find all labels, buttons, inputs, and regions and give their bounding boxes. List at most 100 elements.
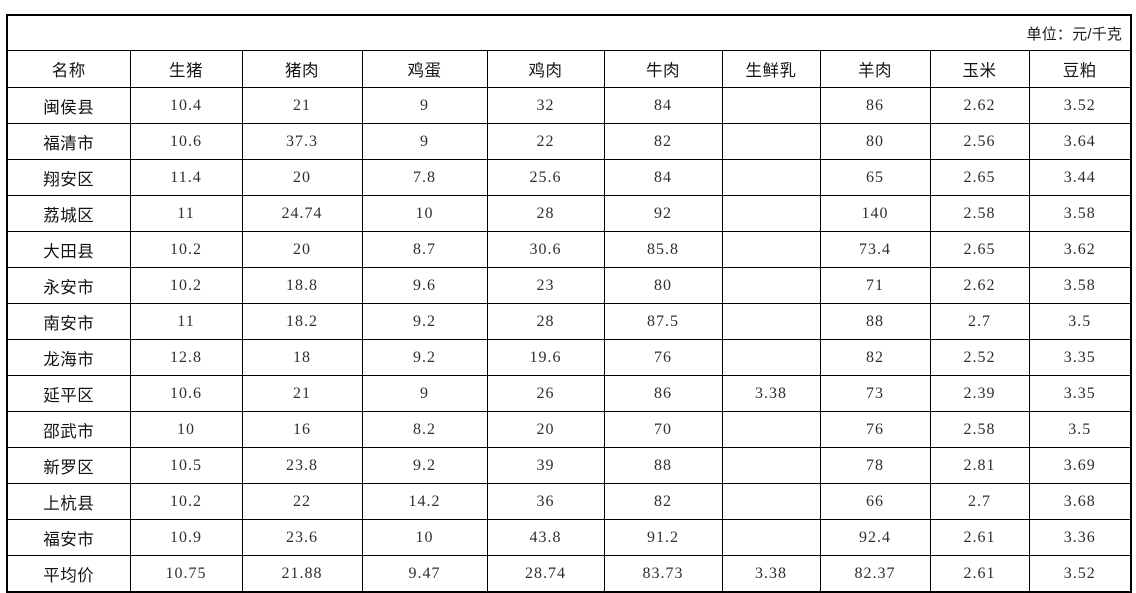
cell-value: 10.75 (129, 555, 243, 593)
row-name: 永安市 (6, 267, 131, 304)
cell-value: 16 (241, 411, 363, 448)
cell-value: 12.8 (129, 339, 243, 376)
cell-value: 85.8 (603, 231, 723, 268)
table-row: 福清市 10.6 37.3 9 22 82 80 2.56 3.64 (6, 123, 1133, 160)
cell-value: 37.3 (241, 123, 363, 160)
cell-value: 3.62 (1028, 231, 1133, 268)
cell-value: 70 (603, 411, 723, 448)
cell-value: 19.6 (486, 339, 605, 376)
table-row: 延平区 10.6 21 9 26 86 3.38 73 2.39 3.35 (6, 375, 1133, 412)
cell-value: 2.61 (929, 519, 1030, 556)
cell-value (721, 519, 821, 556)
column-header-9: 豆粕 (1028, 50, 1133, 88)
cell-value (721, 267, 821, 304)
row-name: 翔安区 (6, 159, 131, 196)
livestock-price-table: 单位：元/千克 名称 生猪 猪肉 鸡蛋 鸡肉 牛肉 生鲜乳 羊肉 玉米 豆粕 闽侯县 10.4 21 9 3… (5, 14, 1133, 593)
row-name: 福安市 (6, 519, 131, 556)
cell-value: 2.52 (929, 339, 1030, 376)
cell-value: 83.73 (603, 555, 723, 593)
table-row: 新罗区 10.5 23.8 9.2 39 88 78 2.81 3.69 (6, 447, 1133, 484)
cell-value: 28 (486, 303, 605, 340)
price-table-page: 单位：元/千克 名称 生猪 猪肉 鸡蛋 鸡肉 牛肉 生鲜乳 羊肉 玉米 豆粕 闽侯县 10.4 21 9 3… (5, 14, 1133, 593)
column-header-6: 生鲜乳 (721, 50, 821, 88)
table-row: 龙海市 12.8 18 9.2 19.6 76 82 2.52 3.35 (6, 339, 1133, 376)
table-header-row: 名称 生猪 猪肉 鸡蛋 鸡肉 牛肉 生鲜乳 羊肉 玉米 豆粕 (6, 50, 1133, 88)
cell-value: 82 (603, 483, 723, 520)
row-name: 平均价 (6, 555, 131, 593)
cell-value: 28.74 (486, 555, 605, 593)
cell-value: 10.4 (129, 87, 243, 124)
cell-value: 10.6 (129, 375, 243, 412)
column-header-name: 名称 (6, 50, 131, 88)
row-name: 大田县 (6, 231, 131, 268)
cell-value: 2.61 (929, 555, 1030, 593)
cell-value: 24.74 (241, 195, 363, 232)
cell-value (721, 159, 821, 196)
cell-value: 8.2 (361, 411, 488, 448)
cell-value: 23.6 (241, 519, 363, 556)
cell-value: 78 (819, 447, 931, 484)
table-row: 荔城区 11 24.74 10 28 92 140 2.58 3.58 (6, 195, 1133, 232)
cell-value: 65 (819, 159, 931, 196)
cell-value: 80 (819, 123, 931, 160)
cell-value: 9 (361, 123, 488, 160)
cell-value: 22 (486, 123, 605, 160)
column-header-3: 鸡蛋 (361, 50, 488, 88)
row-name: 闽侯县 (6, 87, 131, 124)
cell-value: 2.62 (929, 267, 1030, 304)
row-name: 荔城区 (6, 195, 131, 232)
cell-value: 82 (819, 339, 931, 376)
cell-value: 82 (603, 123, 723, 160)
cell-value: 23 (486, 267, 605, 304)
table-row-average: 平均价 10.75 21.88 9.47 28.74 83.73 3.38 82.37 2.61… (6, 555, 1133, 593)
cell-value: 39 (486, 447, 605, 484)
cell-value: 2.58 (929, 195, 1030, 232)
cell-value: 2.62 (929, 87, 1030, 124)
cell-value: 9.2 (361, 303, 488, 340)
cell-value: 9.2 (361, 447, 488, 484)
cell-value: 84 (603, 159, 723, 196)
cell-value: 3.69 (1028, 447, 1133, 484)
cell-value: 18 (241, 339, 363, 376)
cell-value: 10 (361, 519, 488, 556)
cell-value: 91.2 (603, 519, 723, 556)
table-row: 南安市 11 18.2 9.2 28 87.5 88 2.7 3.5 (6, 303, 1133, 340)
table-row: 邵武市 10 16 8.2 20 70 76 2.58 3.5 (6, 411, 1133, 448)
cell-value: 2.56 (929, 123, 1030, 160)
cell-value: 30.6 (486, 231, 605, 268)
cell-value: 21 (241, 375, 363, 412)
cell-value: 20 (241, 231, 363, 268)
cell-value (721, 339, 821, 376)
cell-value: 3.58 (1028, 195, 1133, 232)
column-header-7: 羊肉 (819, 50, 931, 88)
row-name: 南安市 (6, 303, 131, 340)
cell-value: 3.52 (1028, 87, 1133, 124)
cell-value: 3.52 (1028, 555, 1133, 593)
cell-value: 73.4 (819, 231, 931, 268)
cell-value: 9.2 (361, 339, 488, 376)
cell-value: 8.7 (361, 231, 488, 268)
row-name: 邵武市 (6, 411, 131, 448)
table-body: 单位：元/千克 名称 生猪 猪肉 鸡蛋 鸡肉 牛肉 生鲜乳 羊肉 玉米 豆粕 闽侯县 10.4 21 9 3… (5, 14, 1133, 593)
cell-value: 23.8 (241, 447, 363, 484)
cell-value: 86 (603, 375, 723, 412)
cell-value: 84 (603, 87, 723, 124)
row-name: 上杭县 (6, 483, 131, 520)
cell-value: 36 (486, 483, 605, 520)
cell-value (721, 303, 821, 340)
cell-value: 3.36 (1028, 519, 1133, 556)
cell-value: 3.64 (1028, 123, 1133, 160)
cell-value: 80 (603, 267, 723, 304)
table-row: 永安市 10.2 18.8 9.6 23 80 71 2.62 3.58 (6, 267, 1133, 304)
cell-value: 3.38 (721, 555, 821, 593)
table-row: 上杭县 10.2 22 14.2 36 82 66 2.7 3.68 (6, 483, 1133, 520)
cell-value: 18.2 (241, 303, 363, 340)
row-name: 延平区 (6, 375, 131, 412)
cell-value: 3.35 (1028, 339, 1133, 376)
cell-value: 20 (486, 411, 605, 448)
cell-value: 2.65 (929, 159, 1030, 196)
cell-value: 9.6 (361, 267, 488, 304)
cell-value: 2.81 (929, 447, 1030, 484)
cell-value: 92 (603, 195, 723, 232)
cell-value: 2.7 (929, 303, 1030, 340)
